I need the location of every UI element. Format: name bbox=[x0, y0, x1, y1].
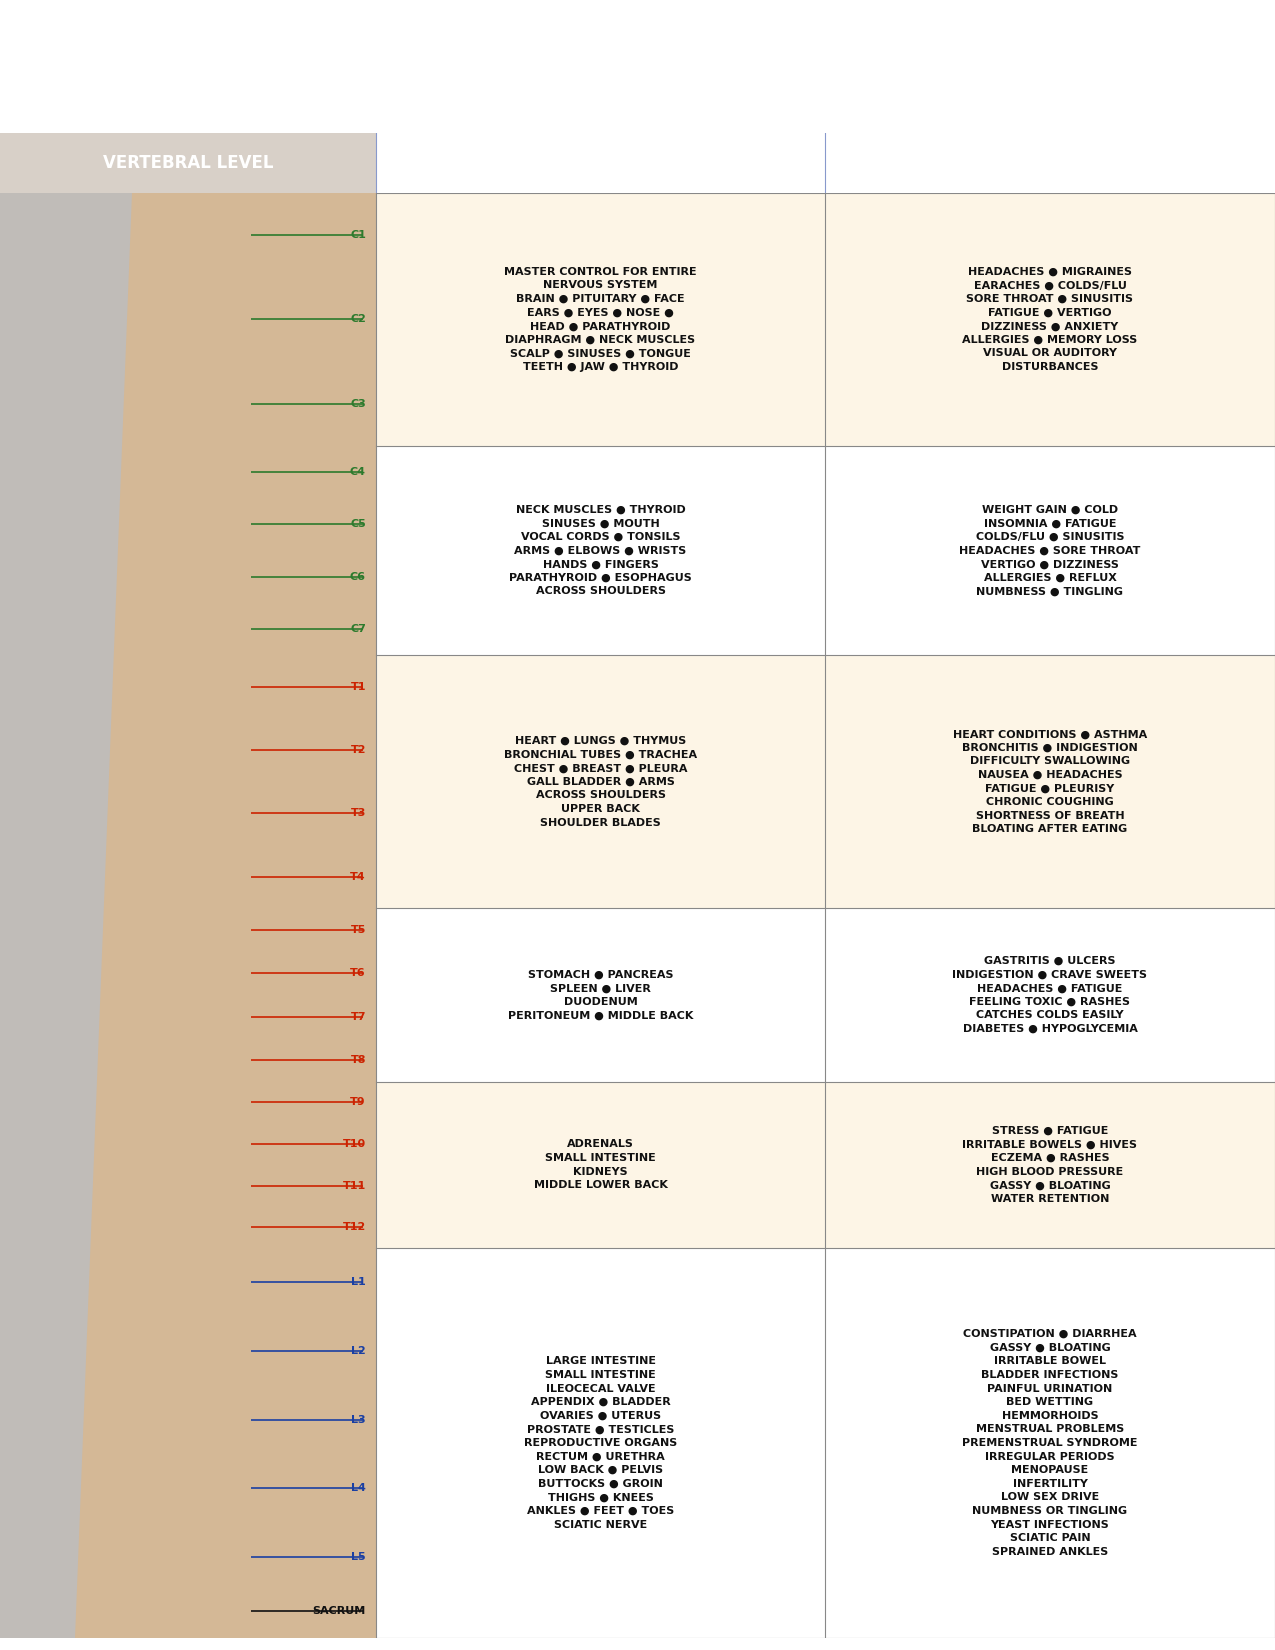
Text: L5: L5 bbox=[352, 1553, 366, 1563]
Text: T9: T9 bbox=[351, 1097, 366, 1107]
Bar bbox=[825, 193, 1275, 446]
Text: NECK MUSCLES ● THYROID
SINUSES ● MOUTH
VOCAL CORDS ● TONSILS
ARMS ● ELBOWS ● WRI: NECK MUSCLES ● THYROID SINUSES ● MOUTH V… bbox=[509, 505, 692, 596]
Text: T7: T7 bbox=[351, 1011, 366, 1021]
Text: C3: C3 bbox=[351, 399, 366, 409]
Bar bbox=[825, 446, 1275, 655]
Text: T1: T1 bbox=[351, 681, 366, 691]
Bar bbox=[376, 655, 825, 908]
Text: CONSTIPATION ● DIARRHEA
GASSY ● BLOATING
IRRITABLE BOWEL
BLADDER INFECTIONS
PAIN: CONSTIPATION ● DIARRHEA GASSY ● BLOATING… bbox=[963, 1330, 1137, 1556]
Text: T3: T3 bbox=[351, 808, 366, 818]
Text: L4: L4 bbox=[351, 1483, 366, 1493]
Text: HEART CONDITIONS ● ASTHMA
BRONCHITIS ● INDIGESTION
DIFFICULTY SWALLOWING
NAUSEA : HEART CONDITIONS ● ASTHMA BRONCHITIS ● I… bbox=[952, 729, 1148, 835]
Text: GASTRITIS ● ULCERS
INDIGESTION ● CRAVE SWEETS
HEADACHES ● FATIGUE
FEELING TOXIC : GASTRITIS ● ULCERS INDIGESTION ● CRAVE S… bbox=[952, 955, 1148, 1035]
Text: T11: T11 bbox=[343, 1180, 366, 1191]
Bar bbox=[376, 908, 825, 1082]
Text: T12: T12 bbox=[343, 1223, 366, 1233]
Text: T10: T10 bbox=[343, 1138, 366, 1148]
Text: MASTER CONTROL FOR ENTIRE
NERVOUS SYSTEM
BRAIN ● PITUITARY ● FACE
EARS ● EYES ● : MASTER CONTROL FOR ENTIRE NERVOUS SYSTEM… bbox=[504, 267, 697, 371]
Text: C4: C4 bbox=[349, 467, 366, 477]
Text: T8: T8 bbox=[351, 1054, 366, 1064]
Text: C5: C5 bbox=[351, 520, 366, 530]
Text: HEADACHES ● MIGRAINES
EARACHES ● COLDS/FLU
SORE THROAT ● SINUSITIS
FATIGUE ● VER: HEADACHES ● MIGRAINES EARACHES ● COLDS/F… bbox=[963, 267, 1137, 371]
Text: HEART ● LUNGS ● THYMUS
BRONCHIAL TUBES ● TRACHEA
CHEST ● BREAST ● PLEURA
GALL BL: HEART ● LUNGS ● THYMUS BRONCHIAL TUBES ●… bbox=[504, 736, 697, 828]
Bar bbox=[825, 1082, 1275, 1247]
Bar bbox=[825, 655, 1275, 908]
Text: C2: C2 bbox=[351, 315, 366, 325]
Text: ADRENALS
SMALL INTESTINE
KIDNEYS
MIDDLE LOWER BACK: ADRENALS SMALL INTESTINE KIDNEYS MIDDLE … bbox=[533, 1140, 668, 1190]
Bar bbox=[825, 1247, 1275, 1638]
Bar bbox=[0, 193, 376, 1638]
Bar bbox=[376, 193, 825, 446]
Text: POSSIBLE SYMPTOMS: POSSIBLE SYMPTOMS bbox=[949, 153, 1151, 172]
Text: T5: T5 bbox=[351, 926, 366, 936]
PathPatch shape bbox=[75, 193, 376, 1638]
Text: WEIGHT GAIN ● COLD
INSOMNIA ● FATIGUE
COLDS/FLU ● SINUSITIS
HEADACHES ● SORE THR: WEIGHT GAIN ● COLD INSOMNIA ● FATIGUE CO… bbox=[959, 505, 1141, 596]
Text: T4: T4 bbox=[351, 871, 366, 881]
Text: SACRUM: SACRUM bbox=[312, 1605, 366, 1615]
Text: STRESS ● FATIGUE
IRRITABLE BOWELS ● HIVES
ECZEMA ● RASHES
HIGH BLOOD PRESSURE
GA: STRESS ● FATIGUE IRRITABLE BOWELS ● HIVE… bbox=[963, 1125, 1137, 1204]
Text: STOMACH ● PANCREAS
SPLEEN ● LIVER
DUODENUM
PERITONEUM ● MIDDLE BACK: STOMACH ● PANCREAS SPLEEN ● LIVER DUODEN… bbox=[507, 970, 694, 1020]
Bar bbox=[376, 1082, 825, 1247]
Text: Spinal Nerve Function: Spinal Nerve Function bbox=[133, 36, 1142, 114]
Bar bbox=[376, 446, 825, 655]
Bar bbox=[376, 1247, 825, 1638]
Text: L1: L1 bbox=[351, 1277, 366, 1287]
Text: T6: T6 bbox=[351, 969, 366, 978]
Text: AREA OR ORGAN: AREA OR ORGAN bbox=[523, 153, 678, 172]
Text: L3: L3 bbox=[352, 1414, 366, 1424]
Bar bbox=[825, 908, 1275, 1082]
Text: L2: L2 bbox=[351, 1346, 366, 1356]
Text: T2: T2 bbox=[351, 746, 366, 756]
Text: LARGE INTESTINE
SMALL INTESTINE
ILEOCECAL VALVE
APPENDIX ● BLADDER
OVARIES ● UTE: LARGE INTESTINE SMALL INTESTINE ILEOCECA… bbox=[524, 1356, 677, 1530]
Text: VERTEBRAL LEVEL: VERTEBRAL LEVEL bbox=[103, 153, 273, 172]
Text: C1: C1 bbox=[351, 229, 366, 241]
Text: C7: C7 bbox=[351, 624, 366, 634]
Bar bbox=[0, 134, 376, 193]
Text: C6: C6 bbox=[349, 573, 366, 582]
